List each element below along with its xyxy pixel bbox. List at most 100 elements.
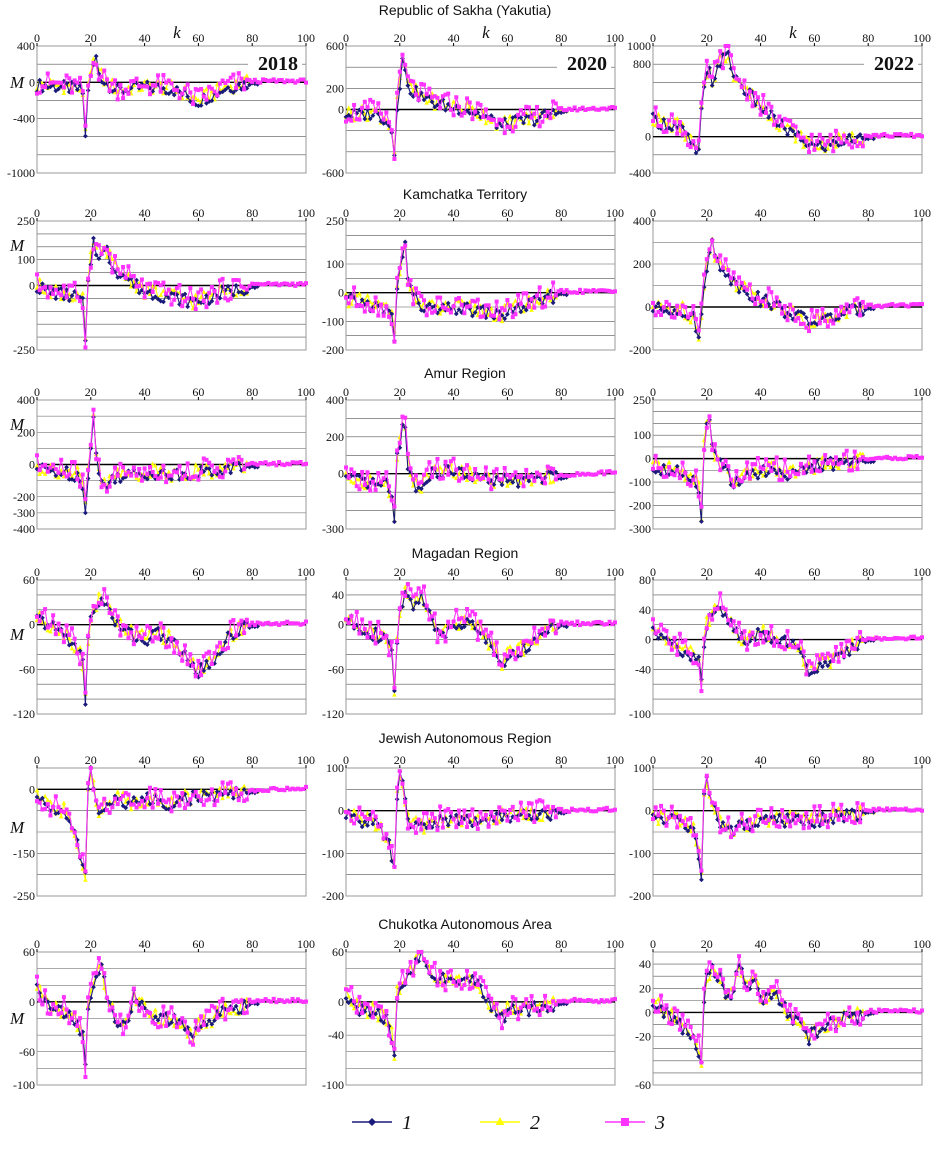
data-point — [804, 463, 809, 468]
data-point — [669, 804, 674, 809]
data-point — [874, 635, 879, 640]
y-tick-label: -60 — [328, 662, 344, 676]
data-point — [193, 462, 199, 467]
data-point — [852, 821, 857, 826]
data-point — [362, 116, 368, 122]
data-point — [395, 448, 400, 453]
y-tick-label: -1000 — [7, 166, 35, 180]
data-point — [163, 90, 169, 96]
data-point — [882, 455, 887, 460]
data-point — [185, 461, 190, 466]
data-point — [185, 94, 191, 99]
data-point — [64, 807, 69, 812]
data-point — [847, 468, 852, 473]
data-point — [239, 457, 244, 462]
data-point — [831, 321, 836, 326]
data-point — [234, 85, 239, 90]
data-point — [362, 309, 367, 314]
data-point — [198, 464, 204, 470]
data-point — [209, 1003, 214, 1008]
data-point — [610, 622, 615, 627]
data-point — [96, 77, 101, 82]
data-point — [156, 801, 161, 806]
x-tick-label: 80 — [246, 206, 258, 220]
data-point — [244, 797, 249, 802]
data-point — [142, 466, 147, 471]
data-point — [874, 456, 879, 461]
data-point — [346, 810, 351, 815]
data-point — [675, 303, 680, 308]
data-point — [152, 1014, 158, 1020]
data-point — [263, 77, 268, 82]
data-point — [220, 276, 225, 281]
data-point — [177, 477, 182, 482]
data-point — [101, 81, 107, 87]
data-point — [236, 622, 241, 627]
data-point — [440, 476, 445, 481]
data-point — [137, 283, 142, 288]
data-point — [505, 483, 510, 488]
data-point — [51, 292, 56, 297]
data-point — [825, 825, 830, 830]
data-point — [659, 622, 664, 627]
data-point — [110, 805, 115, 810]
data-point — [43, 607, 48, 612]
data-point — [855, 144, 860, 149]
data-point — [540, 305, 545, 310]
data-point — [400, 590, 405, 595]
data-point — [42, 286, 48, 292]
data-point — [75, 1027, 80, 1033]
data-point — [255, 998, 260, 1003]
data-point — [298, 622, 303, 627]
data-point — [610, 808, 615, 813]
data-point — [255, 281, 260, 286]
data-point — [199, 287, 204, 292]
data-point — [274, 463, 279, 468]
data-point — [360, 304, 365, 309]
data-point — [874, 808, 879, 813]
data-point — [470, 477, 475, 482]
data-point — [502, 652, 507, 657]
data-point — [123, 1020, 129, 1026]
data-point — [879, 807, 884, 812]
y-tick-label: 250 — [326, 214, 344, 228]
data-point — [516, 112, 521, 117]
data-point — [247, 82, 252, 88]
y-axis-label: M — [9, 818, 25, 837]
data-point — [373, 814, 378, 819]
x-tick-label: 80 — [862, 31, 874, 45]
data-point — [920, 302, 924, 307]
plot-frame — [652, 767, 923, 897]
data-point — [534, 293, 539, 298]
y-axis-label: M — [9, 1009, 25, 1028]
data-point — [158, 788, 163, 793]
data-point — [174, 794, 179, 799]
data-point — [247, 78, 252, 83]
data-point — [209, 662, 214, 667]
data-point — [839, 304, 844, 309]
data-point — [217, 999, 222, 1004]
data-point — [242, 87, 247, 92]
data-point — [357, 117, 362, 122]
data-point — [823, 453, 828, 458]
data-point — [252, 282, 257, 287]
data-point — [134, 76, 139, 81]
data-point — [69, 641, 75, 647]
data-point — [198, 294, 204, 299]
data-point — [142, 295, 147, 300]
data-point — [769, 468, 774, 473]
data-point — [421, 97, 427, 103]
data-point — [839, 802, 844, 807]
data-point — [569, 107, 574, 112]
data-point — [223, 1017, 228, 1022]
y-tick-label: -250 — [13, 889, 35, 903]
data-point — [707, 414, 712, 419]
data-point — [40, 84, 45, 89]
x-tick-label: 100 — [913, 31, 931, 45]
data-point — [715, 259, 720, 264]
data-point — [263, 997, 268, 1002]
data-point — [518, 800, 523, 805]
data-point — [384, 110, 389, 115]
data-point — [852, 646, 857, 651]
data-point — [844, 139, 849, 144]
